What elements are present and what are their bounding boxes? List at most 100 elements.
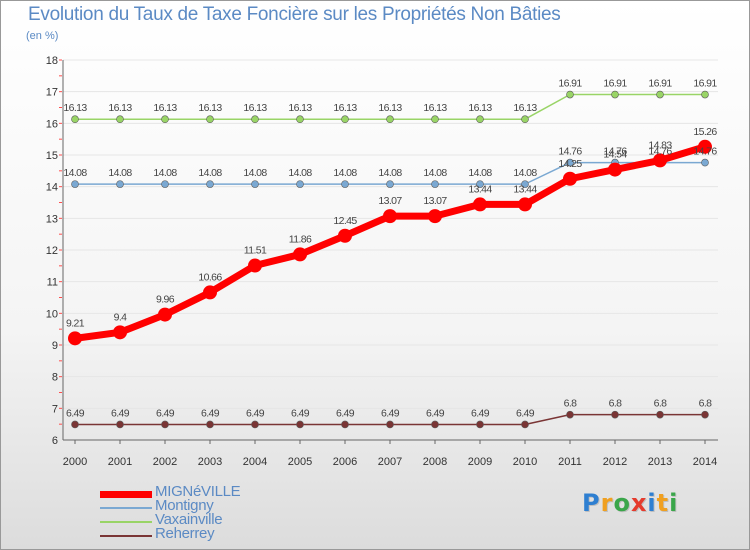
series-point-reherrey (521, 420, 529, 429)
x-tick-label: 2012 (603, 456, 627, 468)
series-point-mign-ville (293, 247, 307, 262)
series-point-reherrey (296, 420, 304, 429)
series-point-montigny (476, 180, 484, 188)
y-tick-label: 10 (46, 308, 58, 320)
series-point-vaxainville (701, 90, 709, 99)
data-label-montigny: 14.08 (63, 167, 87, 179)
data-label-reherrey: 6.49 (291, 407, 310, 419)
data-label-mign-ville: 13.07 (423, 195, 447, 207)
x-tick-label: 2014 (693, 456, 717, 468)
data-label-montigny: 14.08 (243, 167, 267, 179)
legend-swatch-reherrey (100, 535, 152, 537)
data-label-montigny: 14.08 (423, 167, 447, 179)
data-label-montigny: 14.08 (288, 167, 312, 179)
data-label-mign-ville: 14.25 (558, 158, 582, 170)
series-point-mign-ville (68, 331, 82, 346)
data-label-vaxainville: 16.13 (378, 102, 402, 114)
series-point-vaxainville (566, 90, 574, 99)
series-point-reherrey (161, 420, 169, 429)
x-tick-label: 2013 (648, 456, 672, 468)
data-label-vaxainville: 16.91 (648, 78, 672, 90)
data-label-montigny: 14.08 (378, 167, 402, 179)
data-label-mign-ville: 9.4 (114, 311, 128, 323)
chart-data-labels: 16.13 16.13 16.13 16.13 16.13 16.13 16.13 16.13… (63, 78, 718, 420)
data-label-montigny: 14.08 (513, 167, 537, 179)
series-point-mign-ville (608, 162, 622, 177)
series-point-reherrey (656, 410, 664, 419)
y-tick-label: 13 (46, 213, 58, 225)
data-label-vaxainville: 16.13 (153, 102, 177, 114)
data-label-reherrey: 6.49 (156, 407, 175, 419)
series-point-reherrey (566, 410, 574, 419)
data-label-mign-ville: 13.44 (513, 183, 537, 195)
data-label-vaxainville: 16.13 (63, 102, 87, 114)
series-point-mign-ville (113, 325, 127, 340)
x-tick-label: 2000 (63, 456, 87, 468)
data-label-reherrey: 6.49 (516, 407, 535, 419)
y-tick-label: 14 (46, 182, 58, 194)
data-label-reherrey: 6.49 (336, 407, 355, 419)
series-point-mign-ville (563, 171, 577, 186)
data-label-reherrey: 6.8 (699, 398, 713, 410)
proxiti-logo: Proxiti (582, 489, 679, 517)
x-tick-label: 2001 (108, 456, 132, 468)
x-tick-label: 2003 (198, 456, 222, 468)
data-label-mign-ville: 13.07 (378, 195, 402, 207)
y-tick-label: 7 (52, 403, 58, 415)
legend-item-montigny: Montigny (100, 497, 300, 515)
legend-item-migneville: MIGNéVILLE (100, 483, 300, 501)
series-point-montigny (116, 180, 124, 188)
series-point-montigny (386, 180, 394, 188)
series-point-mign-ville (203, 285, 217, 300)
data-label-reherrey: 6.8 (654, 398, 668, 410)
data-label-vaxainville: 16.13 (333, 102, 357, 114)
series-point-reherrey (431, 420, 439, 429)
data-label-mign-ville: 14.83 (648, 139, 672, 151)
series-point-montigny (701, 158, 709, 167)
data-label-reherrey: 6.49 (426, 407, 445, 419)
data-label-vaxainville: 16.13 (198, 102, 222, 114)
data-label-montigny: 14.08 (153, 167, 177, 179)
y-tick-label: 9 (52, 340, 58, 352)
series-point-vaxainville (521, 115, 529, 124)
legend-swatch-migneville (100, 490, 152, 498)
data-label-reherrey: 6.8 (609, 398, 623, 410)
series-point-vaxainville (206, 115, 214, 124)
y-tick-label: 12 (46, 245, 58, 257)
series-point-montigny (431, 180, 439, 188)
x-tick-label: 2008 (423, 456, 447, 468)
data-label-reherrey: 6.49 (66, 407, 85, 419)
data-label-reherrey: 6.49 (111, 407, 130, 419)
series-point-vaxainville (116, 115, 124, 124)
series-point-reherrey (116, 420, 124, 429)
data-label-vaxainville: 16.13 (513, 102, 537, 114)
series-point-vaxainville (296, 115, 304, 124)
series-point-vaxainville (611, 90, 619, 99)
y-tick-label: 18 (46, 55, 58, 67)
series-point-montigny (206, 180, 214, 188)
data-label-montigny: 14.76 (603, 146, 627, 158)
y-tick-label: 17 (46, 87, 58, 99)
data-label-vaxainville: 16.91 (693, 78, 717, 90)
series-point-reherrey (701, 410, 709, 419)
data-label-reherrey: 6.49 (246, 407, 265, 419)
data-label-montigny: 14.08 (198, 167, 222, 179)
data-label-montigny: 14.76 (693, 146, 717, 158)
series-point-montigny (296, 180, 304, 188)
series-point-montigny (161, 180, 169, 188)
data-label-montigny: 14.76 (558, 146, 582, 158)
data-label-vaxainville: 16.13 (423, 102, 447, 114)
data-label-mign-ville: 10.66 (198, 271, 222, 283)
series-point-mign-ville (338, 228, 352, 243)
chart-axes: 6 7 8 9 10 11 12 13 14 15 16 17 18 2000 2001 2002 2003 20… (46, 55, 718, 468)
data-label-vaxainville: 16.91 (558, 78, 582, 90)
legend-label-migneville: MIGNéVILLE (155, 483, 241, 500)
series-point-vaxainville (476, 115, 484, 124)
y-tick-label: 6 (52, 435, 58, 447)
series-point-montigny (521, 180, 529, 188)
data-label-vaxainville: 16.13 (108, 102, 132, 114)
series-point-mign-ville (383, 209, 397, 224)
legend-label-reherrey: Reherrey (155, 525, 215, 542)
legend-swatch-montigny (100, 507, 152, 509)
